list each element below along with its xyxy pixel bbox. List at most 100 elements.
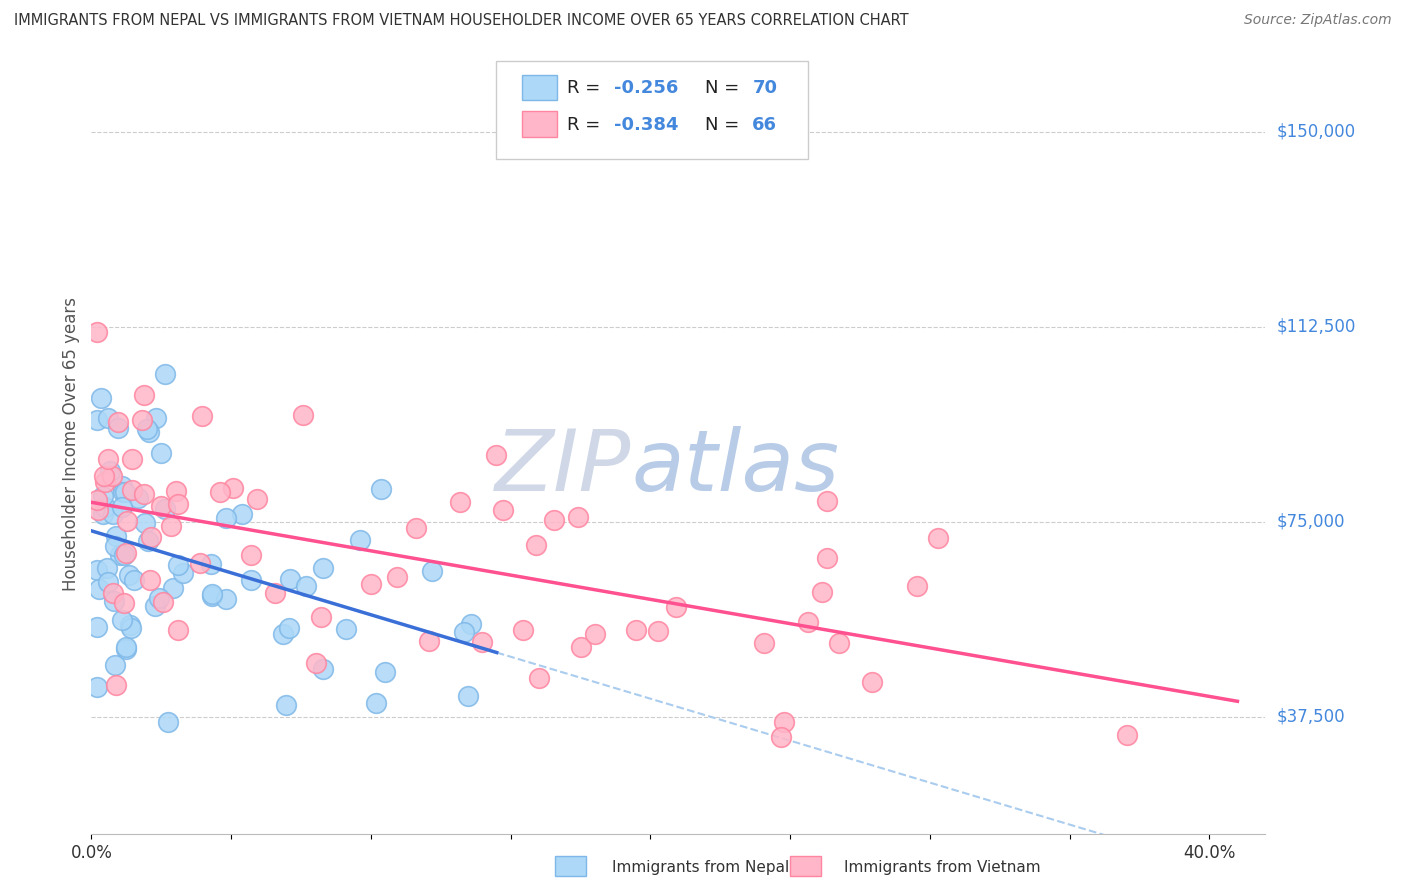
Point (201, 589, 224, 603)
Point (471, 635, 494, 649)
Point (366, 696, 388, 710)
Point (647, 624, 669, 639)
Point (111, 613, 134, 627)
Point (190, 409, 212, 423)
Point (141, 529, 163, 543)
Y-axis label: Householder Income Over 65 years: Householder Income Over 65 years (62, 297, 80, 591)
Point (120, 617, 142, 632)
Point (138, 573, 160, 587)
Point (240, 549, 263, 563)
Point (276, 698, 298, 713)
Point (111, 500, 134, 515)
Point (86, 681, 108, 695)
Point (148, 591, 170, 606)
Point (93, 475, 115, 489)
Point (115, 640, 138, 655)
Point (143, 599, 166, 614)
Point (222, 481, 245, 495)
Point (132, 387, 155, 401)
Point (97, 451, 120, 466)
Point (215, 591, 238, 606)
Point (457, 689, 479, 703)
Point (90, 391, 112, 405)
Point (86, 325, 108, 339)
Point (583, 627, 606, 641)
Point (815, 493, 838, 508)
Point (815, 550, 838, 565)
Text: N =: N = (706, 116, 745, 134)
Point (120, 621, 142, 635)
Point (420, 564, 443, 578)
Point (117, 514, 139, 528)
Text: $75,000: $75,000 (1277, 513, 1346, 531)
Point (87, 582, 110, 596)
Point (752, 636, 775, 650)
Point (294, 579, 316, 593)
Point (156, 714, 179, 729)
Point (96, 560, 118, 574)
Point (312, 561, 335, 575)
Point (152, 595, 174, 609)
Point (828, 636, 851, 650)
Point (418, 634, 440, 648)
Point (526, 539, 548, 553)
Point (121, 483, 143, 497)
Text: $112,500: $112,500 (1277, 318, 1355, 335)
Point (86, 492, 108, 507)
Point (93, 507, 115, 521)
Point (245, 491, 267, 506)
Point (136, 534, 159, 549)
Point (138, 425, 160, 439)
Point (86, 503, 108, 517)
Point (773, 714, 796, 729)
Point (167, 623, 190, 637)
Point (172, 566, 194, 580)
Point (132, 487, 155, 501)
Point (121, 451, 143, 466)
Point (86, 563, 108, 577)
Point (278, 621, 301, 635)
Point (231, 507, 253, 521)
Point (264, 586, 287, 600)
Point (145, 410, 167, 425)
Text: $37,500: $37,500 (1277, 708, 1346, 726)
Point (166, 497, 188, 511)
Text: 70: 70 (752, 78, 778, 97)
Point (98, 465, 121, 479)
Point (112, 596, 135, 610)
Point (543, 513, 565, 527)
Point (104, 529, 127, 543)
Text: N =: N = (706, 78, 745, 97)
Point (103, 594, 125, 608)
Text: -0.256: -0.256 (614, 78, 678, 97)
Point (512, 624, 534, 638)
Point (91, 489, 114, 503)
Point (150, 446, 173, 460)
Point (101, 469, 124, 483)
Point (485, 449, 508, 463)
Point (112, 548, 135, 562)
Point (374, 665, 396, 679)
Point (201, 587, 224, 601)
Point (114, 485, 136, 500)
Point (97, 411, 120, 425)
Point (453, 625, 475, 640)
Point (335, 622, 357, 636)
Point (86, 412, 108, 426)
Point (664, 599, 686, 614)
Point (122, 573, 145, 587)
Point (291, 408, 314, 422)
Point (449, 494, 471, 508)
Point (153, 502, 176, 516)
Point (624, 623, 647, 637)
Point (273, 626, 295, 640)
Point (460, 616, 482, 631)
Point (107, 415, 129, 429)
Text: IMMIGRANTS FROM NEPAL VS IMMIGRANTS FROM VIETNAM HOUSEHOLDER INCOME OVER 65 YEAR: IMMIGRANTS FROM NEPAL VS IMMIGRANTS FROM… (14, 13, 908, 29)
Text: R =: R = (567, 78, 606, 97)
Point (569, 640, 592, 654)
Point (492, 502, 515, 516)
Text: Source: ZipAtlas.com: Source: ZipAtlas.com (1244, 13, 1392, 28)
Point (86, 620, 108, 634)
Point (280, 572, 302, 586)
